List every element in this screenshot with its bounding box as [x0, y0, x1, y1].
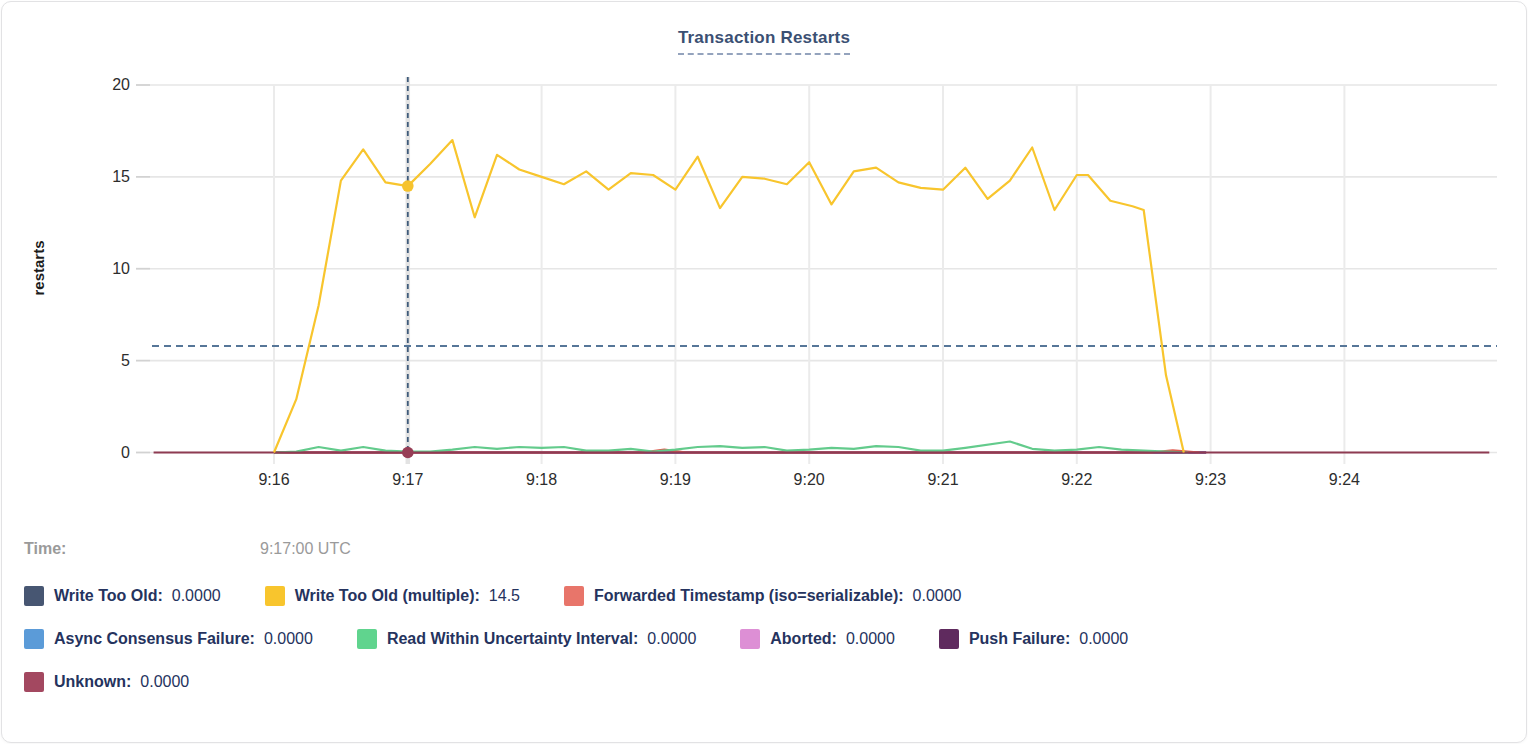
hover-dot — [402, 180, 414, 192]
legend-item[interactable]: Push Failure: 0.0000 — [939, 629, 1128, 649]
legend-swatch-icon — [357, 629, 377, 649]
hover-time-row: Time: 9:17:00 UTC — [24, 540, 66, 558]
legend-value: 0.0000 — [140, 673, 189, 691]
x-tick-label: 9:16 — [242, 470, 306, 490]
legend-value: 0.0000 — [1079, 630, 1128, 648]
legend-swatch-icon — [24, 672, 44, 692]
x-tick-label: 9:20 — [777, 470, 841, 490]
legend-value: 0.0000 — [846, 630, 895, 648]
legend-item[interactable]: Unknown: 0.0000 — [24, 672, 189, 692]
y-tick-label: 15 — [82, 167, 130, 187]
legend-item[interactable]: Async Consensus Failure: 0.0000 — [24, 629, 313, 649]
x-tick-label: 9:19 — [643, 470, 707, 490]
hover-dot — [402, 447, 414, 459]
legend-swatch-icon — [265, 586, 285, 606]
x-tick-label: 9:21 — [911, 470, 975, 490]
legend-item[interactable]: Write Too Old: 0.0000 — [24, 586, 221, 606]
chart-card: Transaction Restarts restarts 05101520 9… — [1, 1, 1527, 743]
time-label: Time: — [24, 540, 66, 557]
legend-item[interactable]: Write Too Old (multiple): 14.5 — [265, 586, 520, 606]
legend-label: Read Within Uncertainty Interval: — [387, 630, 638, 648]
legend-value: 14.5 — [489, 587, 520, 605]
y-axis-label: restarts — [30, 240, 47, 295]
x-tick-label: 9:23 — [1179, 470, 1243, 490]
legend-row: Async Consensus Failure:0.0000Read Withi… — [24, 629, 1514, 649]
y-tick-label: 10 — [82, 259, 130, 279]
legend-value: 0.0000 — [913, 587, 962, 605]
legend-label: Unknown: — [54, 673, 131, 691]
legend-item[interactable]: Read Within Uncertainty Interval: 0.0000 — [357, 629, 696, 649]
x-tick-label: 9:22 — [1045, 470, 1109, 490]
time-value: 9:17:00 UTC — [260, 540, 351, 558]
x-tick-label: 9:24 — [1312, 470, 1376, 490]
legend-value: 0.0000 — [264, 630, 313, 648]
y-tick-label: 20 — [82, 75, 130, 95]
legend-label: Write Too Old: — [54, 587, 163, 605]
chart-legend: Write Too Old: 0.0000 Write Too Old (multi… — [24, 586, 1514, 715]
y-tick-label: 5 — [82, 351, 130, 371]
legend-label: Aborted: — [770, 630, 837, 648]
legend-swatch-icon — [24, 586, 44, 606]
legend-row: Write Too Old: 0.0000 Write Too Old (multi… — [24, 586, 1514, 606]
legend-item[interactable]: Forwarded Timestamp (iso=serializable): 0… — [564, 586, 962, 606]
legend-swatch-icon — [564, 586, 584, 606]
legend-label: Async Consensus Failure: — [54, 630, 255, 648]
x-tick-label: 9:18 — [510, 470, 574, 490]
x-tick-label: 9:17 — [376, 470, 440, 490]
legend-swatch-icon — [939, 629, 959, 649]
chart-area[interactable]: restarts 0 5 10 15 20 9:16 9:17 9:18 9:19 9:20 9:… — [2, 2, 1528, 507]
legend-value: 0.0000 — [172, 587, 221, 605]
legend-item[interactable]: Aborted: 0.0000 — [740, 629, 895, 649]
legend-swatch-icon — [24, 629, 44, 649]
y-tick-label: 0 — [82, 443, 130, 463]
legend-label: Push Failure: — [969, 630, 1070, 648]
legend-swatch-icon — [740, 629, 760, 649]
legend-row: Unknown: 0.0000 — [24, 672, 1514, 692]
legend-value: 0.0000 — [647, 630, 696, 648]
legend-label: Forwarded Timestamp (iso=serializable): — [594, 587, 904, 605]
chart-plot[interactable] — [2, 2, 1528, 507]
legend-label: Write Too Old (multiple): — [295, 587, 480, 605]
